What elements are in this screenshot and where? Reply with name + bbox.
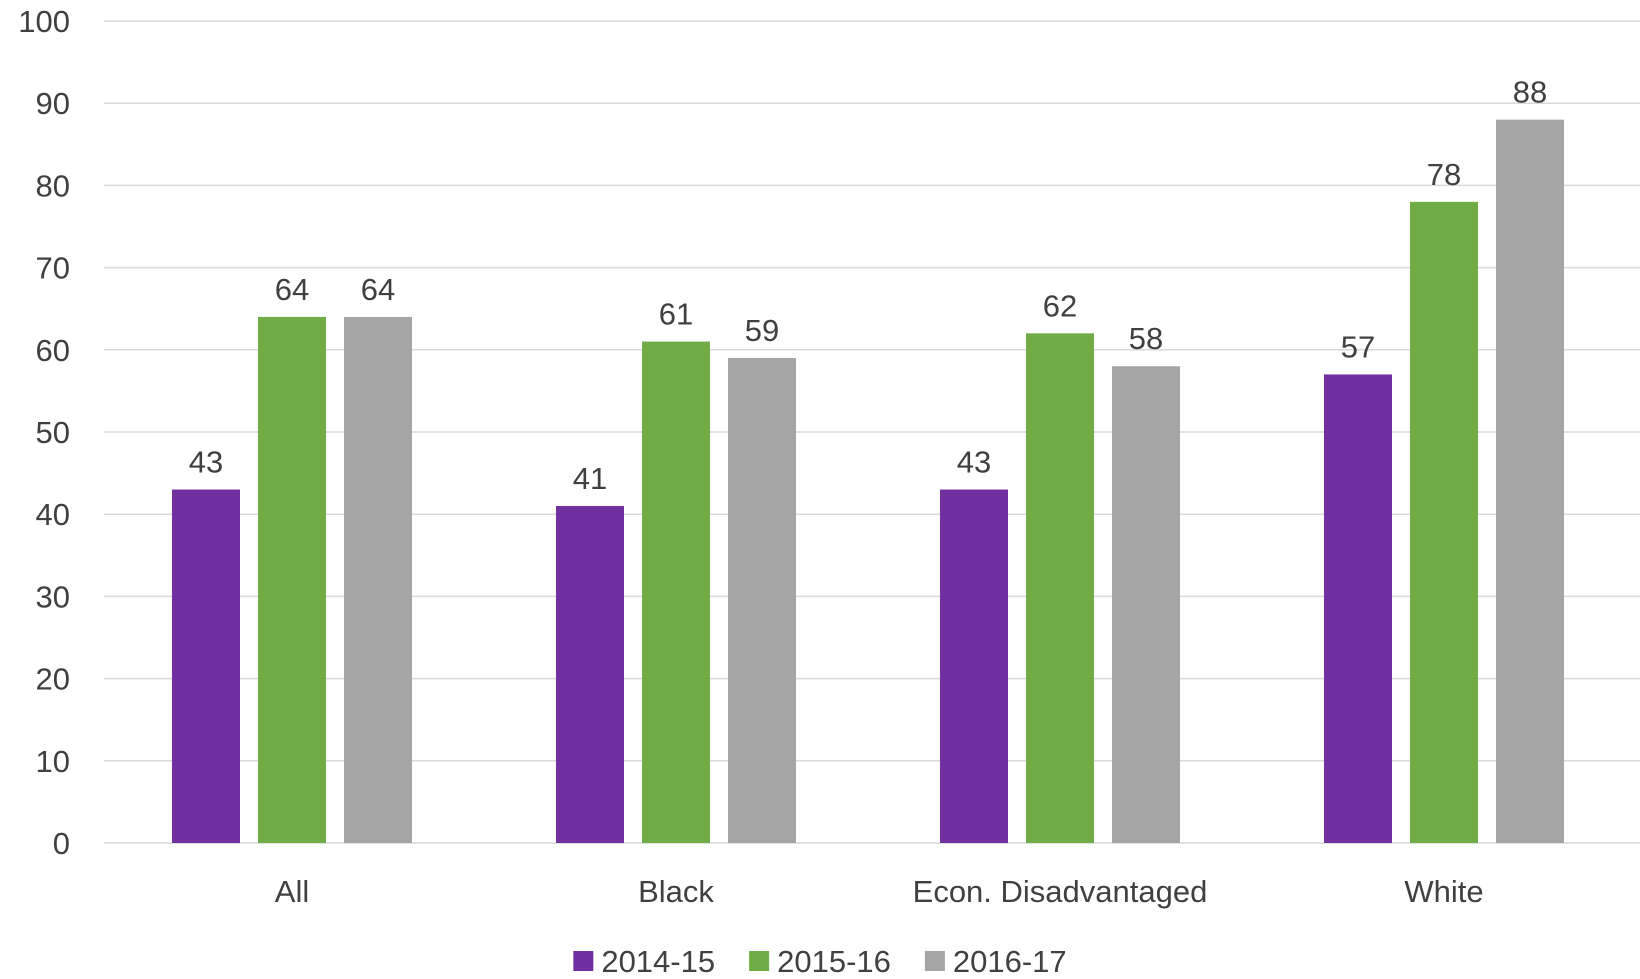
bar-white-2014-15 bbox=[1324, 374, 1392, 843]
legend-label: 2015-16 bbox=[777, 944, 891, 979]
legend-swatch bbox=[573, 951, 594, 971]
bar-all-2014-15 bbox=[172, 489, 240, 843]
bar-econ-disadvantaged-2014-15 bbox=[940, 489, 1008, 843]
data-label: 62 bbox=[1043, 288, 1077, 323]
data-label: 58 bbox=[1129, 321, 1163, 356]
x-category-label: Black bbox=[638, 874, 714, 909]
legend-label: 2016-17 bbox=[953, 944, 1067, 979]
legend-label: 2014-15 bbox=[601, 944, 715, 979]
data-label: 64 bbox=[275, 272, 309, 307]
y-tick-label: 20 bbox=[36, 662, 70, 697]
bar-series bbox=[172, 119, 1564, 844]
data-label: 61 bbox=[659, 297, 693, 332]
data-label: 78 bbox=[1427, 157, 1461, 192]
bar-econ-disadvantaged-2015-16 bbox=[1026, 333, 1094, 843]
bar-econ-disadvantaged-2016-17 bbox=[1112, 366, 1180, 843]
gridlines bbox=[104, 20, 1640, 844]
y-tick-label: 70 bbox=[36, 251, 70, 286]
x-axis-categories: All Black Econ. Disadvantaged White bbox=[275, 874, 1484, 909]
legend-swatch bbox=[749, 951, 770, 971]
y-tick-label: 40 bbox=[36, 497, 70, 532]
data-label: 57 bbox=[1341, 329, 1375, 364]
bar-black-2014-15 bbox=[556, 505, 624, 843]
x-category-label: Econ. Disadvantaged bbox=[913, 874, 1208, 909]
data-labels: 43 64 64 41 61 59 43 62 58 57 78 88 bbox=[189, 75, 1547, 496]
data-label: 41 bbox=[573, 461, 607, 496]
bar-white-2016-17 bbox=[1496, 119, 1564, 843]
bar-black-2016-17 bbox=[728, 358, 796, 843]
data-label: 88 bbox=[1513, 75, 1547, 110]
data-label: 43 bbox=[957, 445, 991, 480]
data-label: 59 bbox=[745, 313, 779, 348]
x-category-label: All bbox=[275, 874, 309, 909]
y-axis-ticks: 0 10 20 30 40 50 60 70 80 90 100 bbox=[18, 4, 70, 861]
y-tick-label: 30 bbox=[36, 579, 70, 614]
bar-all-2015-16 bbox=[258, 316, 326, 843]
bar-black-2015-16 bbox=[642, 341, 710, 843]
data-label: 64 bbox=[361, 272, 395, 307]
y-tick-label: 0 bbox=[53, 826, 70, 861]
y-tick-label: 80 bbox=[36, 168, 70, 203]
bar-all-2016-17 bbox=[344, 316, 412, 843]
y-tick-label: 100 bbox=[18, 4, 70, 39]
y-tick-label: 10 bbox=[36, 744, 70, 779]
bar-white-2015-16 bbox=[1410, 201, 1478, 844]
legend: 2014-15 2015-16 2016-17 bbox=[573, 944, 1067, 979]
y-tick-label: 60 bbox=[36, 333, 70, 368]
data-label: 43 bbox=[189, 445, 223, 480]
y-tick-label: 50 bbox=[36, 415, 70, 450]
x-category-label: White bbox=[1404, 874, 1483, 909]
y-tick-label: 90 bbox=[36, 86, 70, 121]
legend-swatch bbox=[924, 951, 945, 971]
